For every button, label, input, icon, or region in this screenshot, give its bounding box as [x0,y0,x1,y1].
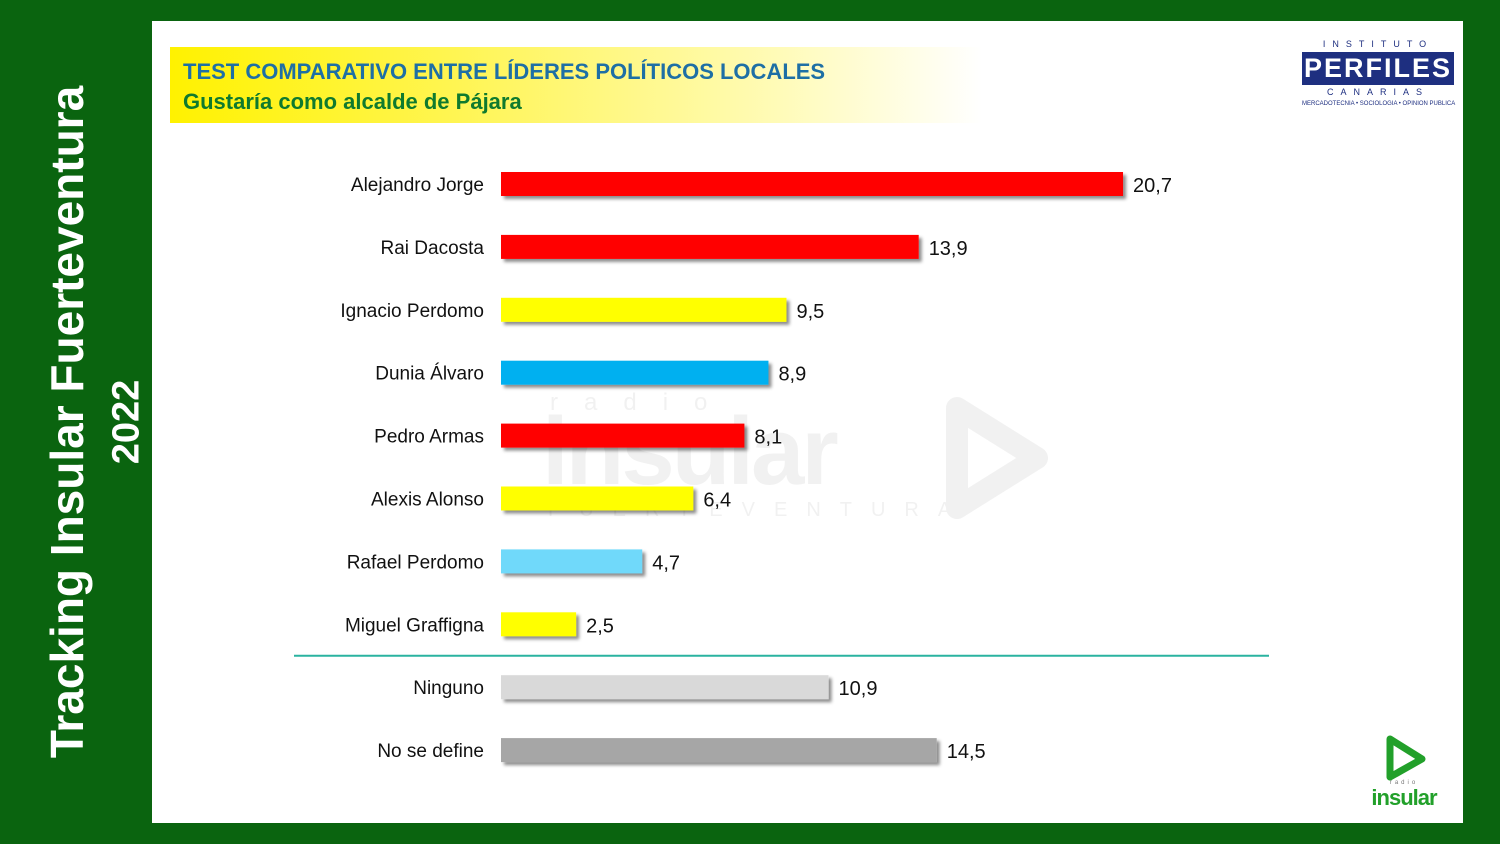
category-label: Rai Dacosta [381,238,485,259]
bar [501,549,643,574]
watermark-play-icon [946,397,1048,519]
bar [501,486,694,511]
insular-logo-radio: radio [1389,780,1419,786]
data-label: 20,7 [1133,175,1172,197]
category-label: Dunia Álvaro [375,364,484,385]
insular-logo-word: insular [1371,785,1437,810]
data-label: 9,5 [796,301,824,323]
data-label: 8,1 [754,427,782,449]
data-label: 8,9 [778,364,806,386]
category-label: Alejandro Jorge [351,175,484,196]
category-label: Miguel Graffigna [345,615,484,636]
category-label: Ninguno [413,678,484,699]
perfiles-logo-top: INSTITUTO [1322,39,1434,49]
bar-chart: Alejandro Jorge 20,7 Rai Dacosta 13,9 Ignaci… [294,172,1269,763]
data-label: 6,4 [703,490,731,512]
bar [501,234,919,259]
play-icon [1386,735,1426,781]
bar [501,738,937,763]
bar [501,423,745,448]
perfiles-logo-main: PERFILES [1302,52,1454,85]
chart-title: TEST COMPARATIVO ENTRE LÍDERES POLÍTICOS… [183,59,826,84]
data-label: 13,9 [929,238,968,260]
side-title-year: 2022 [105,379,148,465]
radio-insular-watermark: radio insular FUERTEVENTURA [542,389,1062,529]
category-label: No se define [377,741,484,762]
watermark-radio: radio [550,389,734,416]
bar [501,360,769,385]
chart-subtitle: Gustaría como alcalde de Pájara [183,89,522,114]
bar [501,675,829,700]
title-banner: TEST COMPARATIVO ENTRE LÍDERES POLÍTICOS… [170,47,982,123]
data-label: 2,5 [586,615,614,637]
perfiles-logo: INSTITUTO PERFILES CANARIAS MERCADOTECNI… [1300,39,1460,117]
category-label: Rafael Perdomo [347,552,484,573]
category-label: Alexis Alonso [371,490,484,511]
side-title-line1: Tracking Insular Fuerteventura [41,85,93,759]
bar [501,297,787,322]
data-label: 14,5 [947,741,986,763]
category-label: Pedro Armas [374,427,484,448]
radio-insular-logo: radio insular [1364,733,1444,813]
chart-panel: TEST COMPARATIVO ENTRE LÍDERES POLÍTICOS… [152,21,1463,823]
data-label: 10,9 [839,678,878,700]
side-title: Tracking Insular Fuerteventura 2022 [0,0,150,844]
bar [501,612,577,637]
data-label: 4,7 [652,552,680,574]
bar [501,172,1124,196]
perfiles-logo-tagline: MERCADOTECNIA • SOCIOLOGIA • OPINION PUB… [1302,101,1456,107]
category-label: Ignacio Perdomo [340,301,484,322]
perfiles-logo-mid: CANARIAS [1326,87,1429,97]
